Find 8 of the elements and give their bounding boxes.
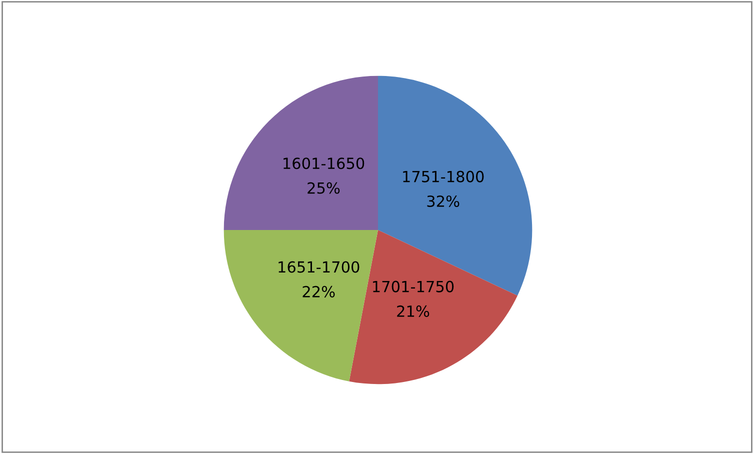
- slice-label: 1651-1700: [278, 261, 360, 273]
- data-label: 32%: [427, 195, 460, 208]
- slice-label: 1751-1800: [403, 170, 484, 182]
- slice-label: 1701-1750: [373, 280, 454, 292]
- data-label: 21%: [397, 305, 430, 317]
- data-label: 25%: [308, 182, 340, 194]
- data-label: 22%: [302, 286, 335, 298]
- slice-label: 1601-1650: [284, 158, 364, 170]
